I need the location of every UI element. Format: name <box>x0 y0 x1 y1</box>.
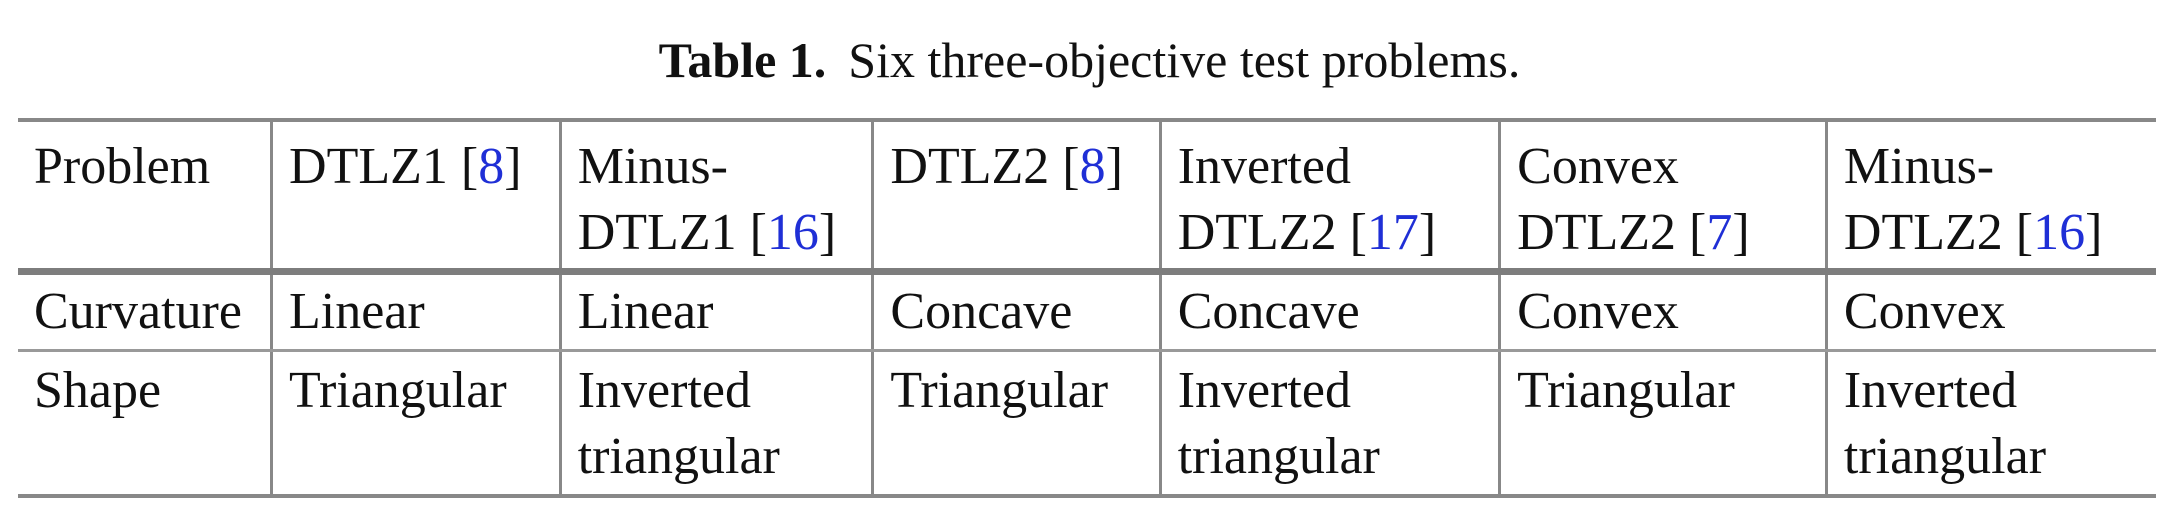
row-label-curvature: Curvature <box>18 271 272 352</box>
header-line-last: DTLZ2 [7] <box>1517 200 1825 265</box>
header-cell-minus-dtlz2: Minus- DTLZ2 [16] <box>1824 118 2156 275</box>
table-caption: Table 1. Six three-objective test problem… <box>0 30 2179 90</box>
header-line: Minus- <box>1843 138 1995 195</box>
cell-text: triangular <box>1843 428 2047 485</box>
header-text: DTLZ2 [ <box>1517 204 1707 261</box>
row-label-text: Curvature <box>34 283 242 340</box>
header-line: Minus- <box>577 138 728 195</box>
cell-text: Convex <box>1843 283 2006 340</box>
cell-text: Inverted <box>1177 362 1351 419</box>
header-text: DTLZ1 [ <box>289 138 479 195</box>
cell-text: Concave <box>1177 283 1360 340</box>
test-problems-table: Problem DTLZ1 [8] Minus- DTLZ1 [16] DTLZ… <box>18 118 2156 498</box>
table-cell: Inverted triangular <box>558 350 873 498</box>
header-line-last: DTLZ2 [8] <box>890 134 1158 200</box>
header-line: Convex <box>1517 138 1679 195</box>
table-cell: Linear <box>270 271 561 352</box>
cell-text: Inverted <box>1843 362 2018 419</box>
cell-text: Linear <box>289 283 425 340</box>
header-line-last: DTLZ1 [16] <box>577 200 872 265</box>
cite-bracket: ] <box>1418 204 1437 261</box>
table-cell: Inverted triangular <box>1158 350 1500 498</box>
cell-text: Inverted <box>577 362 751 419</box>
cell-text: triangular <box>577 428 780 485</box>
table-row-curvature: Curvature Linear Linear Concave Concave … <box>18 271 2156 352</box>
cell-text: Concave <box>890 283 1073 340</box>
header-cell-convex-dtlz2: Convex DTLZ2 [7] <box>1498 118 1827 275</box>
header-text: DTLZ2 [ <box>1177 204 1367 261</box>
row-label-text: Problem <box>34 138 211 195</box>
header-text: DTLZ2 [ <box>1843 204 2034 261</box>
table-cell: Inverted triangular <box>1824 350 2156 498</box>
citation-link[interactable]: 8 <box>1079 138 1106 195</box>
table-caption-label: Table 1. <box>658 32 827 88</box>
cite-bracket: ] <box>1732 204 1750 261</box>
cell-text: triangular <box>1177 428 1380 485</box>
citation-link[interactable]: 8 <box>478 138 505 195</box>
table-cell: Convex <box>1498 271 1827 352</box>
header-cell-dtlz2: DTLZ2 [8] <box>871 118 1161 275</box>
cite-bracket: ] <box>1105 138 1123 195</box>
row-label-shape: Shape <box>18 350 272 498</box>
header-line-last: DTLZ2 [16] <box>1843 200 2156 265</box>
table-header-row: Problem DTLZ1 [8] Minus- DTLZ1 [16] DTLZ… <box>18 118 2156 275</box>
header-text: DTLZ2 [ <box>890 138 1080 195</box>
cell-text: Triangular <box>890 362 1109 419</box>
row-label-problem: Problem <box>18 118 272 275</box>
header-cell-dtlz1: DTLZ1 [8] <box>270 118 561 275</box>
table-cell: Linear <box>558 271 873 352</box>
citation-link[interactable]: 17 <box>1366 204 1419 261</box>
cell-text: Linear <box>577 283 714 340</box>
citation-link[interactable]: 16 <box>766 204 819 261</box>
table-caption-text: Six three-objective test problems. <box>848 32 1521 88</box>
row-label-text: Shape <box>34 362 162 419</box>
citation-link[interactable]: 7 <box>1706 204 1733 261</box>
citation-link[interactable]: 16 <box>2033 204 2086 261</box>
header-cell-minus-dtlz1: Minus- DTLZ1 [16] <box>558 118 873 275</box>
cite-bracket: ] <box>2085 204 2103 261</box>
table-cell: Triangular <box>871 350 1161 498</box>
header-line-last: DTLZ2 [17] <box>1177 200 1498 265</box>
cell-text: Triangular <box>289 362 507 419</box>
cell-text: Convex <box>1517 283 1679 340</box>
table-row-shape: Shape Triangular Inverted triangular Tri… <box>18 350 2156 498</box>
table-cell: Concave <box>871 271 1161 352</box>
cite-bracket: ] <box>818 204 837 261</box>
table-cell: Triangular <box>270 350 561 498</box>
header-line-last: DTLZ1 [8] <box>289 134 559 200</box>
table-cell: Concave <box>1158 271 1500 352</box>
header-cell-inverted-dtlz2: Inverted DTLZ2 [17] <box>1158 118 1500 275</box>
header-line: Inverted <box>1177 138 1351 195</box>
cite-bracket: ] <box>504 138 522 195</box>
cell-text: Triangular <box>1517 362 1735 419</box>
header-text: DTLZ1 [ <box>577 204 767 261</box>
table-cell: Triangular <box>1498 350 1827 498</box>
table-cell: Convex <box>1824 271 2156 352</box>
